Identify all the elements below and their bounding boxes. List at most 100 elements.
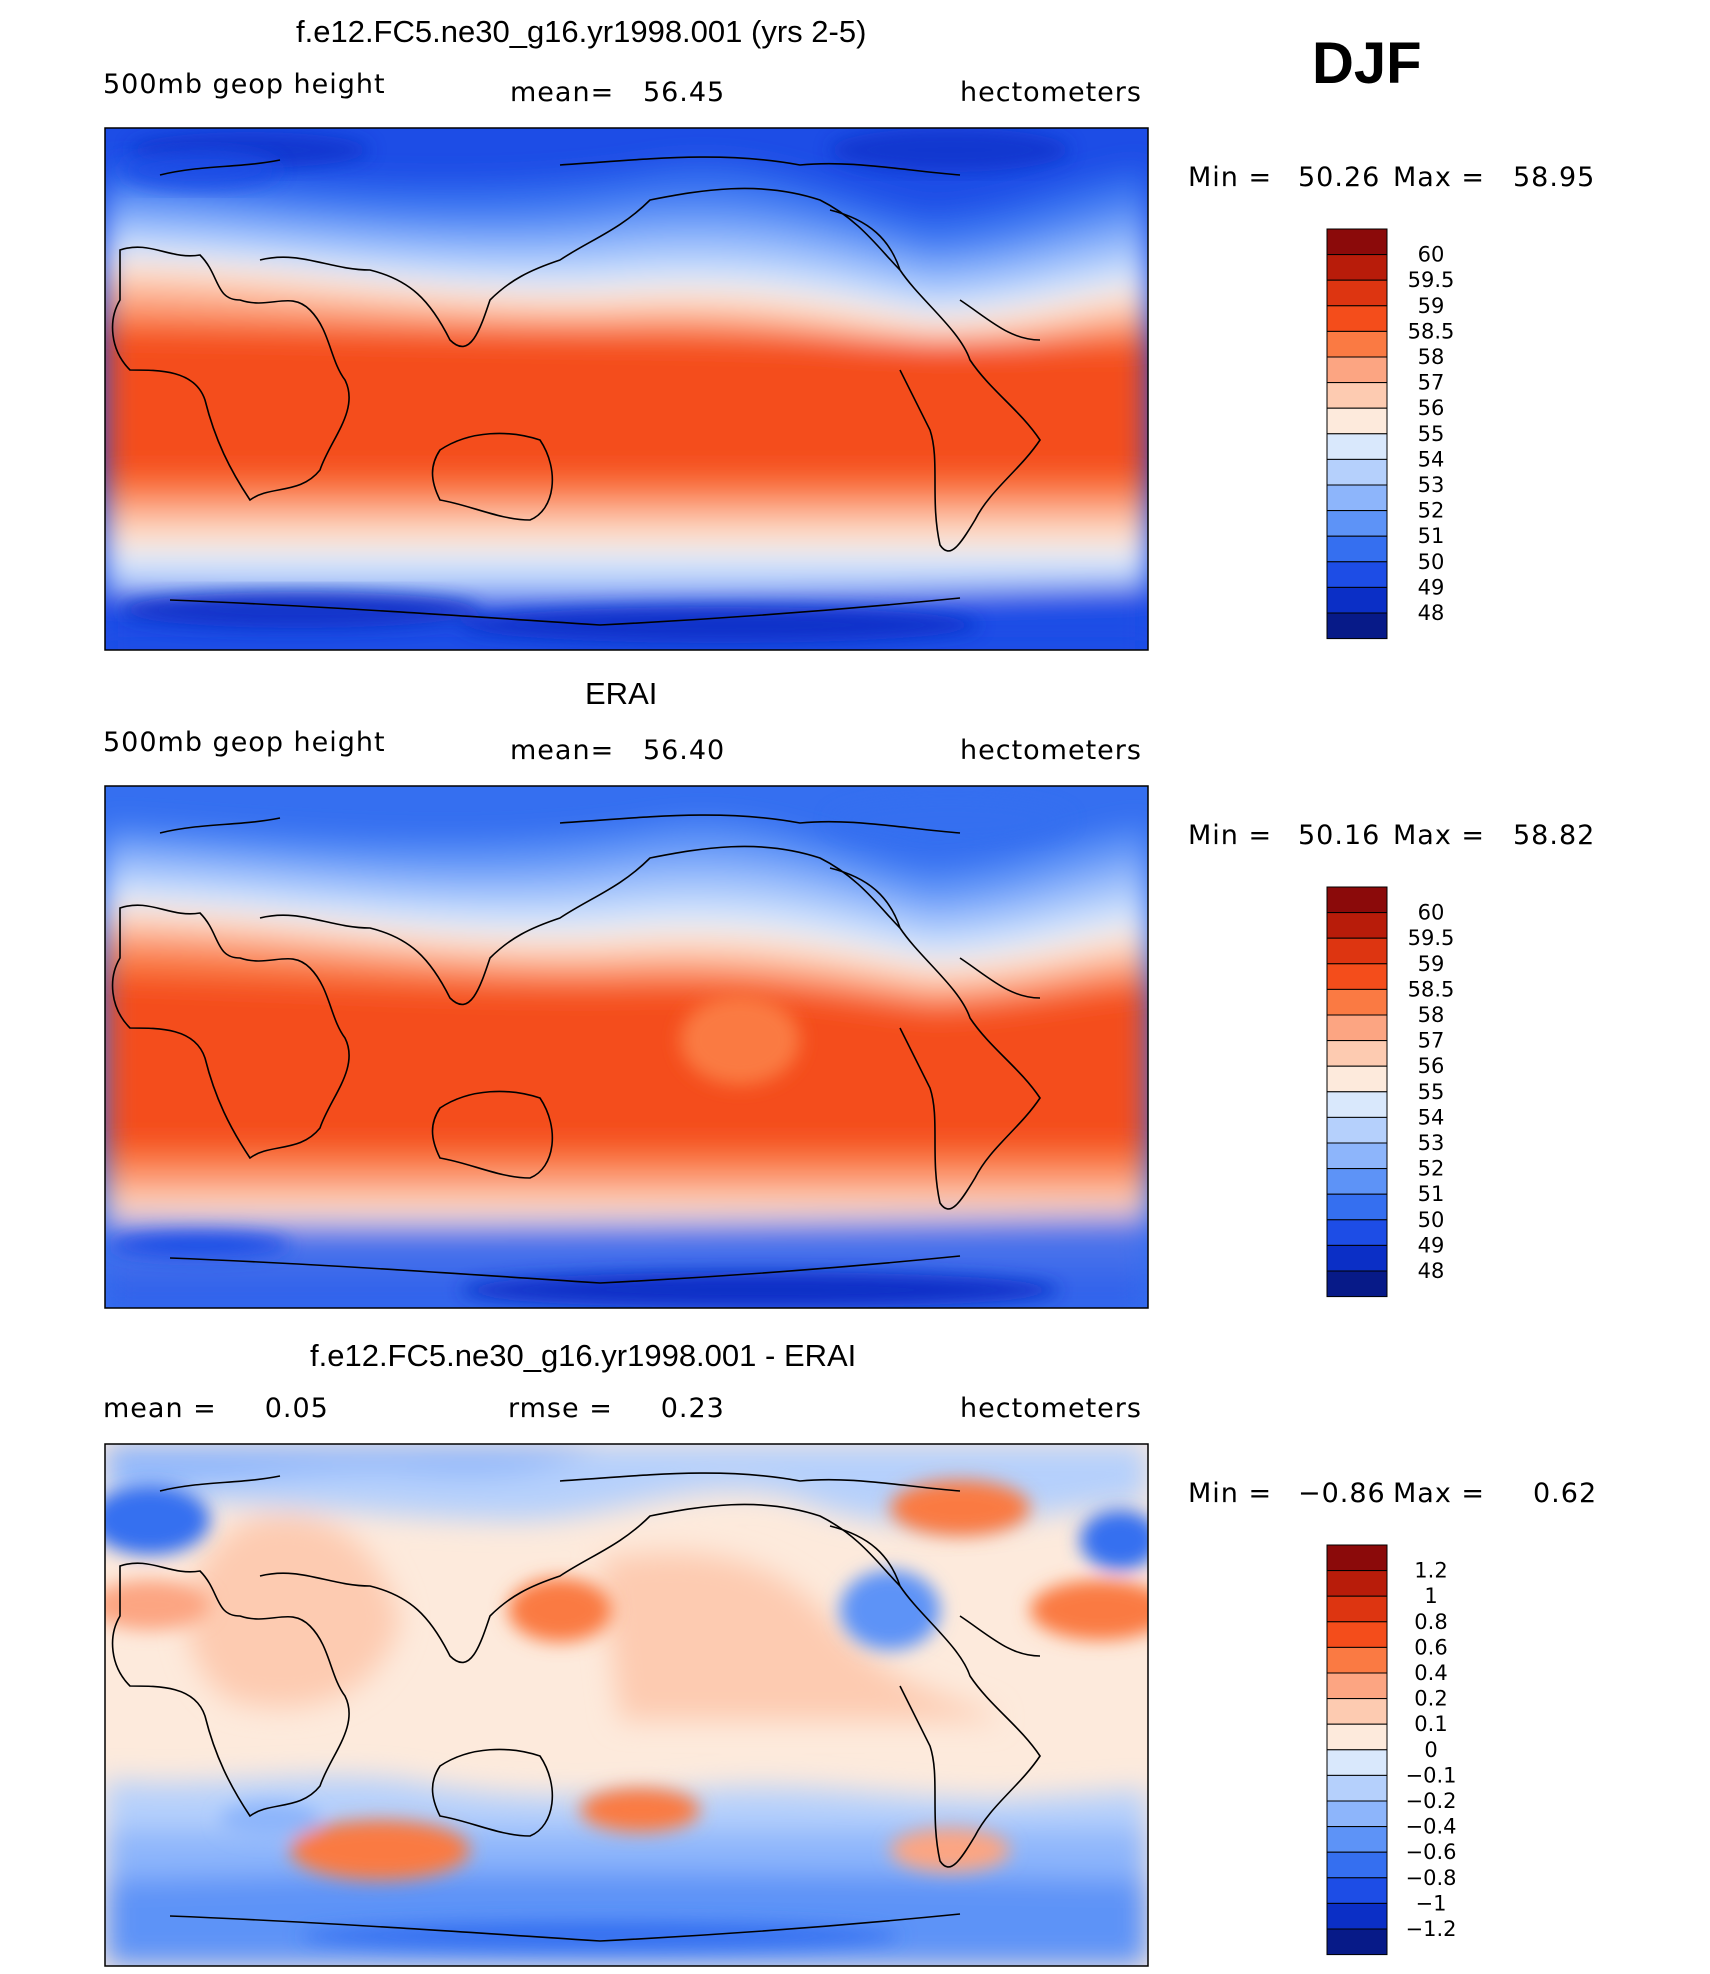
colorbar-2-tick-label: 54 [1418, 1105, 1445, 1129]
colorbar-2-swatch [1326, 1168, 1388, 1195]
colorbar-3-swatch [1326, 1621, 1388, 1648]
colorbar-1-swatch [1326, 535, 1388, 563]
colorbar-1-tick-label: 59 [1418, 294, 1445, 318]
colorbar-2-swatch [1326, 1142, 1388, 1170]
colorbar-3-tick-label: 0 [1424, 1738, 1437, 1762]
colorbar-1-swatch [1326, 484, 1388, 512]
colorbar-1-swatch [1326, 433, 1388, 460]
panel-3-units-label: hectometers [960, 1393, 1142, 1424]
colorbar-2-tick-label: 60 [1418, 901, 1445, 925]
colorbar-2-tick-label: 57 [1418, 1029, 1445, 1053]
colorbar-2-tick-label: 55 [1418, 1080, 1445, 1104]
colorbar-2-swatch [1326, 1091, 1388, 1118]
panel-3-min-label: Min = [1188, 1478, 1273, 1509]
panel-3-max-label: Max = [1393, 1478, 1486, 1509]
colorbar-1-swatch [1326, 586, 1388, 614]
colorbar-1-tick-label: 49 [1418, 575, 1445, 599]
colorbar-3-tick-label: 0.6 [1414, 1635, 1447, 1659]
colorbar-2-tick-label: 51 [1418, 1182, 1445, 1206]
colorbar-1-tick-label: 59.5 [1408, 268, 1455, 292]
colorbar-1-swatch [1326, 254, 1388, 281]
map-panel-2 [105, 786, 1148, 1308]
panel-1-max-value: 58.95 [1513, 162, 1596, 193]
colorbar-3-swatch [1326, 1672, 1388, 1700]
colorbar-1-tick-label: 56 [1418, 396, 1445, 420]
colorbar-2-swatch [1326, 886, 1388, 914]
colorbar-1-tick-label: 53 [1418, 473, 1445, 497]
panel-3-title: f.e12.FC5.ne30_g16.yr1998.001 - ERAI [310, 1338, 857, 1373]
colorbar-3-swatch [1326, 1928, 1388, 1956]
colorbar-1-swatch [1326, 612, 1388, 640]
colorbar-2-tick-label: 53 [1418, 1131, 1445, 1155]
colorbar-3-tick-label: 1 [1424, 1584, 1437, 1608]
panel-3-max-value: 0.62 [1533, 1478, 1598, 1509]
colorbar-2-swatch [1326, 1065, 1388, 1093]
colorbar-3-tick-label: −0.8 [1406, 1866, 1457, 1890]
colorbar-1-tick-label: 51 [1418, 524, 1445, 548]
colorbar-2-swatch [1326, 1040, 1388, 1067]
colorbar-3-swatch [1326, 1698, 1388, 1725]
panel-1-title: f.e12.FC5.ne30_g16.yr1998.001 (yrs 2-5) [296, 14, 867, 49]
colorbar-1-tick-label: 60 [1418, 243, 1445, 267]
colorbar-2-swatch [1326, 1270, 1388, 1298]
panel-2-mean-label: mean= 56.40 [510, 735, 726, 766]
colorbar-3-swatch [1326, 1800, 1388, 1828]
colorbar-3-tick-label: −1.2 [1406, 1917, 1457, 1941]
colorbar-1-tick-label: 52 [1418, 499, 1445, 523]
colorbar-3-swatch [1326, 1723, 1388, 1751]
panel-1-left-label: 500mb geop height [103, 69, 386, 100]
colorbar-3-swatch [1326, 1851, 1388, 1879]
panel-2-min-label: Min = [1188, 820, 1273, 851]
colorbar-2-swatch [1326, 1193, 1388, 1221]
colorbar-3-tick-label: −1 [1416, 1891, 1447, 1915]
map-frame-3 [104, 1443, 1149, 1967]
panel-3-min-value: −0.86 [1298, 1478, 1386, 1509]
colorbar-2-swatch [1326, 988, 1388, 1016]
colorbar-3-swatch [1326, 1749, 1388, 1776]
colorbar-3-swatch [1326, 1774, 1388, 1802]
colorbar-2-tick-label: 59.5 [1408, 926, 1455, 950]
colorbar-1-tick-label: 48 [1418, 601, 1445, 625]
colorbar-1-swatch [1326, 305, 1388, 332]
panel-1-units-label: hectometers [960, 77, 1142, 108]
colorbar-2-tick-label: 50 [1418, 1208, 1445, 1232]
map-panel-3 [105, 1444, 1148, 1966]
colorbar-3-tick-label: 0.1 [1414, 1712, 1447, 1736]
coastlines-3 [111, 1472, 1041, 1942]
colorbar-2-swatch [1326, 1244, 1388, 1272]
panel-3-mean-label: mean = 0.05 [103, 1393, 329, 1424]
colorbar-2-swatch [1326, 963, 1388, 990]
colorbar-3-tick-label: 0.2 [1414, 1687, 1447, 1711]
colorbar-2-tick-label: 58.5 [1408, 977, 1455, 1001]
colorbar-2-tick-label: 58 [1418, 1003, 1445, 1027]
colorbar-3-tick-label: −0.6 [1406, 1840, 1457, 1864]
coastlines-1 [111, 156, 1041, 626]
panel-1-max-label: Max = [1393, 162, 1486, 193]
colorbar-1-tick-label: 58 [1418, 345, 1445, 369]
colorbar-3-swatch [1326, 1877, 1388, 1904]
colorbar-2-swatch [1326, 937, 1388, 965]
map-frame-1 [104, 127, 1149, 651]
panel-2-max-value: 58.82 [1513, 820, 1596, 851]
colorbar-3-tick-label: 0.8 [1414, 1610, 1447, 1634]
colorbar-1-swatch [1326, 382, 1388, 409]
colorbar-3-tick-label: 1.2 [1414, 1559, 1447, 1583]
panel-2-max-label: Max = [1393, 820, 1486, 851]
colorbar-1-swatch [1326, 407, 1388, 435]
colorbar-3-swatch [1326, 1544, 1388, 1572]
colorbar-1-tick-label: 54 [1418, 447, 1445, 471]
colorbar-1-swatch [1326, 458, 1388, 486]
colorbar-2-tick-label: 52 [1418, 1157, 1445, 1181]
panel-1-mean-label: mean= 56.45 [510, 77, 726, 108]
colorbar-2-tick-label: 56 [1418, 1054, 1445, 1078]
panel-3-rmse-label: rmse = 0.23 [508, 1393, 725, 1424]
season-label: DJF [1312, 31, 1422, 96]
colorbar-3-swatch [1326, 1646, 1388, 1674]
colorbar-3-swatch [1326, 1902, 1388, 1930]
panel-2-left-label: 500mb geop height [103, 727, 386, 758]
panel-1-min-label: Min = [1188, 162, 1273, 193]
colorbar-3-swatch [1326, 1826, 1388, 1853]
